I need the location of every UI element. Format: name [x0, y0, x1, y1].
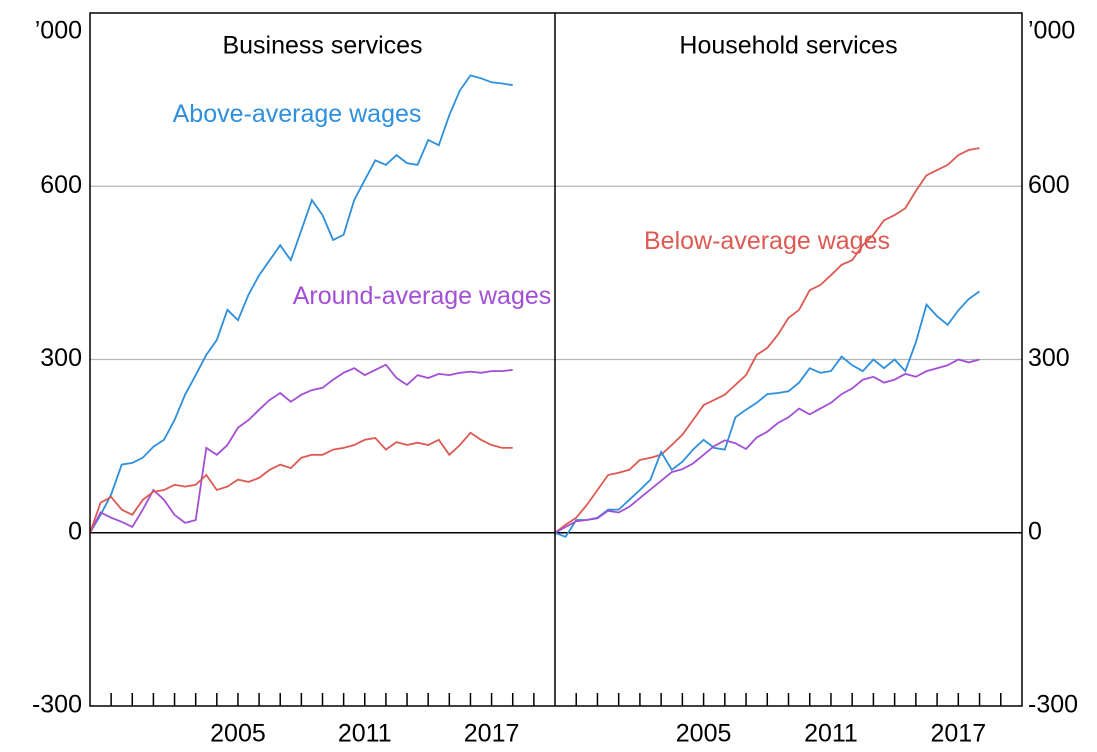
- y-tick-label: 300: [40, 344, 82, 372]
- y-tick-label: 300: [1028, 344, 1070, 372]
- y-tick-label: 600: [40, 171, 82, 199]
- y-tick-label: 600: [1028, 171, 1070, 199]
- series-label: Above-average wages: [172, 100, 422, 128]
- plot-frame: [89, 12, 1023, 707]
- y-tick-label: -300: [1028, 691, 1078, 719]
- series-line: [89, 363, 513, 534]
- x-tick-label: 2011: [338, 720, 392, 748]
- x-tick-label: 2005: [676, 720, 732, 748]
- series-label: Around-average wages: [292, 282, 552, 310]
- x-tick-label: 2017: [464, 720, 520, 748]
- panel-title: Business services: [222, 32, 422, 60]
- panel-title: Household services: [679, 32, 897, 60]
- series-line: [89, 74, 513, 534]
- x-tick-label: 2005: [210, 720, 266, 748]
- x-tick-label: 2017: [931, 720, 987, 748]
- y-axis-unit: ’000: [1028, 17, 1075, 45]
- series-line: [89, 431, 513, 534]
- y-tick-label: 0: [68, 517, 82, 545]
- y-tick-label: -300: [32, 691, 82, 719]
- series-line: [554, 290, 981, 538]
- series-line: [554, 358, 980, 534]
- x-tick-label: 2011: [804, 720, 858, 748]
- series-line: [554, 147, 980, 534]
- y-tick-label: 0: [1028, 517, 1042, 545]
- y-axis-unit: ’000: [35, 17, 82, 45]
- series-label: Below-average wages: [644, 227, 890, 255]
